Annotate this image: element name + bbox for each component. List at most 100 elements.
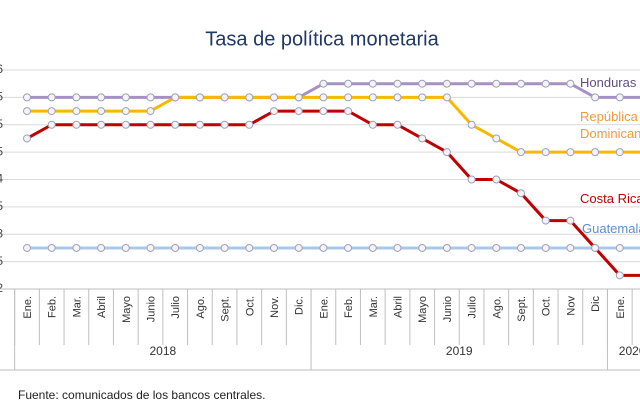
data-point xyxy=(72,107,81,116)
data-point xyxy=(47,120,56,129)
data-point xyxy=(344,93,353,102)
data-point xyxy=(121,243,130,252)
data-point xyxy=(344,107,353,116)
data-point xyxy=(294,243,303,252)
data-point xyxy=(72,93,81,102)
data-point xyxy=(541,216,550,225)
x-tick-label: Feb. xyxy=(47,296,59,318)
data-point xyxy=(492,134,501,143)
data-point xyxy=(442,93,451,102)
y-tick-label: 2.5 xyxy=(0,254,3,268)
x-tick-label: Julio xyxy=(170,296,182,319)
data-point xyxy=(393,79,402,88)
data-point xyxy=(467,79,476,88)
data-point xyxy=(344,79,353,88)
data-point xyxy=(492,243,501,252)
x-tick-label: Abril xyxy=(96,296,108,318)
x-tick-label: Junio xyxy=(146,296,158,322)
data-point xyxy=(467,175,476,184)
data-point xyxy=(270,243,278,252)
data-point xyxy=(541,243,550,252)
y-tick-label: 4.5 xyxy=(0,144,3,158)
series-line xyxy=(27,82,640,99)
data-point xyxy=(294,107,303,116)
series-line xyxy=(27,95,640,154)
data-point xyxy=(47,93,56,102)
data-point xyxy=(146,243,155,252)
data-point xyxy=(517,243,525,252)
data-point xyxy=(442,243,451,252)
data-point xyxy=(270,107,278,116)
data-point xyxy=(591,148,600,157)
data-point xyxy=(97,107,106,116)
data-point xyxy=(97,120,106,129)
series-label: Honduras xyxy=(580,75,637,90)
data-point xyxy=(615,243,624,252)
series-line xyxy=(26,109,640,277)
x-tick-label: Ene. xyxy=(22,296,34,319)
data-point xyxy=(492,79,501,88)
x-tick-label: Junio xyxy=(442,296,454,322)
y-tick-label: 3.5 xyxy=(0,199,3,213)
data-point xyxy=(368,93,377,102)
x-tick-label: Ago. xyxy=(491,296,503,319)
x-tick-label: Nov xyxy=(565,296,577,316)
data-point xyxy=(368,120,377,129)
data-point xyxy=(23,134,31,143)
x-tick-label: Nov. xyxy=(269,296,281,318)
year-label: 2018 xyxy=(149,344,176,358)
year-label: 2019 xyxy=(446,344,473,358)
data-point xyxy=(72,120,81,129)
chart-title: Tasa de política monetaria xyxy=(205,28,439,50)
data-point xyxy=(517,189,525,198)
data-point xyxy=(615,148,624,157)
x-tick-label: Ago. xyxy=(195,296,207,319)
x-tick-label: Sept. xyxy=(220,296,232,322)
data-point xyxy=(23,243,31,252)
x-tick-label: Dic xyxy=(590,296,602,312)
y-tick-label: 6 xyxy=(0,62,3,76)
data-point xyxy=(418,243,427,252)
data-point xyxy=(195,243,204,252)
data-point xyxy=(517,148,525,157)
x-tick-label: Ene. xyxy=(318,296,330,319)
data-point xyxy=(23,93,31,102)
data-point xyxy=(121,93,130,102)
x-tick-label: Dic. xyxy=(294,296,306,315)
year-label: 2020 xyxy=(619,344,640,358)
series-label: República Dominicana xyxy=(580,109,640,141)
data-point xyxy=(442,79,451,88)
series-label: Guatemala xyxy=(582,221,640,236)
data-point xyxy=(146,120,155,129)
data-point xyxy=(146,93,155,102)
x-tick-label: Ene. xyxy=(615,296,627,319)
data-point xyxy=(368,79,377,88)
data-point xyxy=(591,93,600,102)
data-point xyxy=(541,79,550,88)
data-point xyxy=(294,93,303,102)
data-point xyxy=(467,243,476,252)
data-point xyxy=(245,120,254,129)
data-point xyxy=(418,79,427,88)
data-point xyxy=(171,93,180,102)
source-note: Fuente: comunicados de los bancos centra… xyxy=(18,388,265,402)
data-point xyxy=(146,107,155,116)
x-tick-label: Mayo xyxy=(121,296,133,323)
data-point xyxy=(615,93,624,102)
data-point xyxy=(418,134,427,143)
x-tick-label: Julio xyxy=(467,296,479,319)
data-point xyxy=(121,107,130,116)
data-point xyxy=(319,79,328,88)
data-point xyxy=(368,243,377,252)
data-point xyxy=(195,93,204,102)
data-point xyxy=(319,93,328,102)
data-point xyxy=(270,93,278,102)
data-point xyxy=(566,216,575,225)
data-point xyxy=(245,243,254,252)
x-tick-label: Sept. xyxy=(516,296,528,322)
data-point xyxy=(566,243,575,252)
x-tick-label: Feb. xyxy=(343,296,355,318)
x-tick-label: Mar. xyxy=(368,296,380,317)
